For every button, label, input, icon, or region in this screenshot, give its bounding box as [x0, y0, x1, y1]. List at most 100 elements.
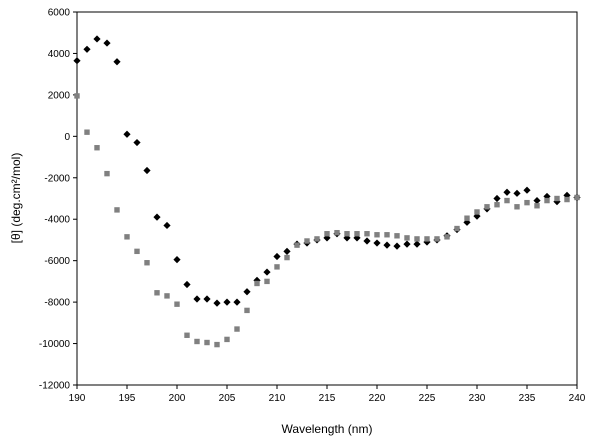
diamond-point [83, 45, 91, 53]
x-tick-label: 190 [69, 393, 86, 404]
square-point [194, 338, 200, 345]
y-tick-label: -12000 [39, 381, 71, 392]
diamond-point [233, 298, 241, 306]
square-point [314, 236, 320, 242]
square-point [334, 229, 340, 236]
diamond-point [143, 166, 151, 175]
diamond-point [133, 138, 141, 147]
square-point [224, 336, 230, 343]
diamond-point [213, 299, 221, 307]
y-tick-label: -8000 [44, 298, 70, 309]
diamond-point [203, 295, 211, 303]
y-tick-label: 2000 [48, 90, 71, 101]
diamond-point [93, 35, 101, 43]
square-point [404, 235, 410, 241]
square-point [424, 236, 430, 242]
y-tick-label: 0 [64, 132, 70, 143]
y-tick-label: -2000 [44, 173, 70, 184]
square-point [274, 264, 280, 270]
square-point [134, 248, 140, 255]
square-point [114, 207, 120, 213]
square-point [394, 233, 400, 239]
square-point [454, 225, 460, 232]
x-axis-label: Wavelength (nm) [282, 422, 373, 436]
square-point [504, 197, 510, 204]
x-axis-ticks: 190 195 200 205 210 215 220 225 230 235 240 [69, 385, 586, 404]
y-tick-label: 4000 [48, 49, 71, 60]
square-point [94, 145, 100, 151]
x-tick-label: 205 [219, 393, 236, 404]
x-tick-label: 235 [519, 393, 536, 404]
y-tick-label: -4000 [44, 215, 70, 226]
square-point [374, 232, 380, 238]
x-tick-label: 215 [319, 393, 336, 404]
square-point [574, 194, 580, 201]
diamond-point [383, 241, 391, 249]
square-point [564, 196, 570, 203]
square-point [464, 215, 470, 221]
square-point [124, 234, 130, 240]
diamond-point [163, 221, 171, 230]
square-point [284, 254, 290, 261]
x-tick-label: 230 [469, 393, 486, 404]
square-point [74, 93, 80, 99]
square-point [474, 209, 480, 215]
square-point [254, 280, 260, 287]
diamond-point [263, 268, 271, 276]
diamond-point [373, 239, 381, 247]
square-point [294, 242, 300, 248]
diamond-point [513, 189, 521, 197]
square-point [484, 204, 490, 210]
x-tick-label: 225 [419, 393, 436, 404]
series-2-square-markers [74, 93, 580, 348]
diamond-point [363, 237, 371, 245]
square-point [324, 231, 330, 237]
x-tick-label: 210 [269, 393, 286, 404]
square-point [554, 195, 560, 202]
square-point [144, 260, 150, 266]
plot-area-frame [76, 11, 578, 386]
y-tick-label: -6000 [44, 256, 70, 267]
square-point [414, 236, 420, 242]
square-point [354, 231, 360, 237]
square-point [544, 197, 550, 204]
diamond-point [153, 213, 161, 221]
square-point [214, 341, 220, 348]
diamond-point [393, 242, 401, 250]
y-axis-ticks: 6000 4000 2000 0 -2000 -4000 -6000 -8000 -10000 -… [39, 8, 77, 392]
diamond-point [183, 280, 191, 289]
square-point [304, 238, 310, 244]
diamond-point [113, 58, 121, 66]
diamond-point [193, 295, 201, 303]
square-point [434, 236, 440, 242]
square-point [494, 202, 500, 208]
diamond-point [523, 186, 531, 194]
square-point [384, 232, 390, 238]
diamond-point [403, 240, 411, 248]
square-point [174, 301, 180, 307]
diamond-point [103, 39, 111, 47]
series-1-diamond-markers [73, 35, 581, 307]
y-tick-label: 6000 [48, 8, 71, 19]
square-point [364, 231, 370, 237]
diamond-point [503, 188, 511, 196]
y-axis-label: [θ] (deg.cm²/mol) [9, 153, 23, 244]
square-point [244, 307, 250, 314]
diamond-point [223, 298, 231, 306]
x-tick-label: 195 [119, 393, 136, 404]
square-point [204, 339, 210, 346]
diamond-point [123, 130, 131, 138]
square-point [534, 203, 540, 209]
x-tick-label: 240 [569, 393, 586, 404]
diamond-point [243, 288, 251, 296]
square-point [344, 231, 350, 237]
diamond-point [273, 252, 281, 261]
diamond-point [283, 247, 291, 255]
square-point [444, 234, 450, 240]
square-point [184, 332, 190, 338]
diamond-point [413, 240, 421, 248]
square-point [164, 293, 170, 299]
square-point [84, 129, 90, 135]
